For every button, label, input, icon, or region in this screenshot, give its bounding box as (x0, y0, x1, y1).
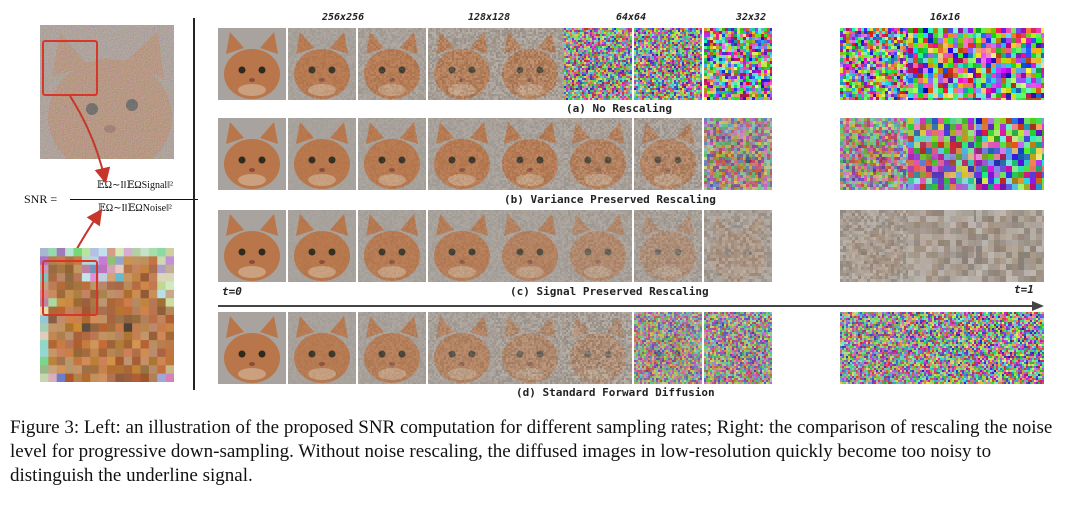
cat-tile (840, 210, 908, 282)
cat-tile (634, 118, 702, 190)
vertical-divider (193, 18, 195, 390)
resolution-label-256: 256x256 (322, 12, 364, 23)
fraction-bar (70, 199, 198, 200)
cat-tile (634, 210, 702, 282)
cat-tile (358, 210, 426, 282)
cat-tile (840, 28, 908, 100)
cat-tile (704, 118, 772, 190)
cat-tile (496, 28, 564, 100)
cat-tile (428, 210, 496, 282)
cat-tile (908, 210, 976, 282)
t-end-label: t=1 (1014, 283, 1034, 296)
row-caption-b: (b) Variance Preserved Rescaling (504, 193, 716, 206)
cat-tile (288, 210, 356, 282)
cat-tile (908, 312, 976, 384)
resolution-label-128: 128x128 (468, 12, 510, 23)
strip-no-rescaling (218, 28, 1044, 100)
figure-caption: Figure 3: Left: an illustration of the p… (10, 416, 1072, 488)
connector-arrows (69, 95, 111, 263)
cat-tile (976, 210, 1044, 282)
cat-tile (634, 312, 702, 384)
timeline-arrow (218, 301, 1044, 311)
cat-tile (976, 312, 1044, 384)
cat-tile (840, 312, 908, 384)
pixelated-cat-image-lowres (40, 248, 175, 383)
snr-formula: SNR = 𝔼Ω∼I‖𝔼ΩSignal‖² 𝔼Ω∼I‖𝔼ΩNoise‖² (18, 178, 198, 222)
cat-tile (634, 28, 702, 100)
highlight-box-highres (42, 40, 98, 96)
cat-tile (704, 312, 772, 384)
cat-tile (358, 118, 426, 190)
cat-tile (564, 28, 632, 100)
cat-tile (704, 210, 772, 282)
cat-tile (428, 118, 496, 190)
highlight-box-lowres (42, 260, 98, 316)
cat-tile (564, 210, 632, 282)
cat-tile (976, 118, 1044, 190)
cat-tile (496, 118, 564, 190)
strip-variance-preserved (218, 118, 1044, 190)
cat-tile (288, 118, 356, 190)
row-caption-c: (c) Signal Preserved Rescaling (510, 285, 709, 298)
cat-tile (908, 118, 976, 190)
cat-tile (358, 312, 426, 384)
cat-tile (976, 28, 1044, 100)
snr-formula-numerator: 𝔼Ω∼I‖𝔼ΩSignal‖² (70, 180, 200, 191)
cat-tile (496, 210, 564, 282)
row-caption-d: (d) Standard Forward Diffusion (516, 386, 715, 399)
cat-tile (218, 28, 286, 100)
cat-tile (218, 210, 286, 282)
cat-tile (564, 118, 632, 190)
strip-standard-forward (218, 312, 1044, 384)
t-start-label: t=0 (222, 285, 242, 298)
cat-tile (358, 28, 426, 100)
resolution-label-32: 32x32 (736, 12, 766, 23)
cat-tile (288, 312, 356, 384)
cat-tile (218, 118, 286, 190)
cat-tile (218, 312, 286, 384)
resolution-label-64: 64x64 (616, 12, 646, 23)
cat-tile (288, 28, 356, 100)
strip-signal-preserved (218, 210, 1044, 282)
cat-tile (496, 312, 564, 384)
cat-tile (908, 28, 976, 100)
cat-tile (564, 312, 632, 384)
snr-formula-lhs: SNR = (24, 192, 57, 207)
noisy-cat-image-highres (40, 25, 174, 175)
cat-tile (840, 118, 908, 190)
resolution-label-16: 16x16 (930, 12, 960, 23)
cat-tile (428, 28, 496, 100)
cat-tile (428, 312, 496, 384)
cat-tile (704, 28, 772, 100)
row-caption-a: (a) No Rescaling (566, 102, 672, 115)
snr-formula-denominator: 𝔼Ω∼I‖𝔼ΩNoise‖² (70, 203, 200, 214)
